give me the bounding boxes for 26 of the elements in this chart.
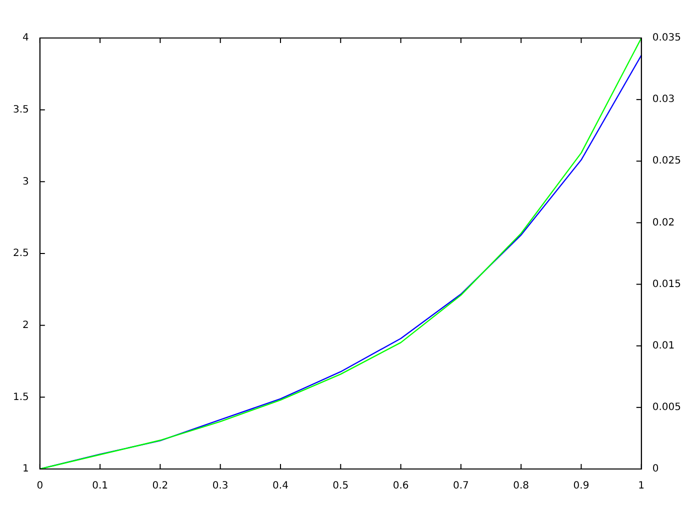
y2-tick-label: 0.015 [652, 278, 682, 290]
y-tick-label: 1 [22, 464, 29, 475]
x-tick-label: 0.4 [272, 480, 288, 492]
y-tick-label: 4 [22, 32, 29, 44]
x-tick-label: 0.3 [212, 480, 228, 492]
y2-tick-label: 0.005 [652, 402, 682, 414]
y-tick-label: 3.5 [12, 104, 29, 116]
y2-tick-label: 0.025 [652, 156, 682, 167]
x-tick-label: 0 [36, 480, 44, 492]
y-tick-label: 1.5 [12, 392, 29, 403]
y2-tick-label: 0.02 [652, 217, 675, 228]
y2-tick-label: 0.01 [652, 340, 675, 352]
y2-tick-label: 0.035 [652, 32, 682, 44]
x-tick-label: 0.7 [452, 480, 469, 492]
y2-tick-label: 0 [652, 464, 659, 475]
x-tick-label: 1 [638, 480, 645, 492]
x-tick-label: 0.1 [92, 480, 108, 492]
x-tick-label: 0.6 [392, 480, 409, 492]
x-tick-label: 0.5 [332, 480, 349, 492]
y2-tick-label: 0.03 [652, 94, 675, 106]
x-tick-label: 0.9 [573, 480, 590, 492]
y-tick-label: 2 [22, 320, 29, 331]
y-tick-label: 2.5 [12, 248, 29, 260]
y-tick-label: 3 [22, 176, 29, 188]
x-tick-label: 0.2 [152, 480, 168, 492]
x-tick-label: 0.8 [513, 480, 530, 492]
